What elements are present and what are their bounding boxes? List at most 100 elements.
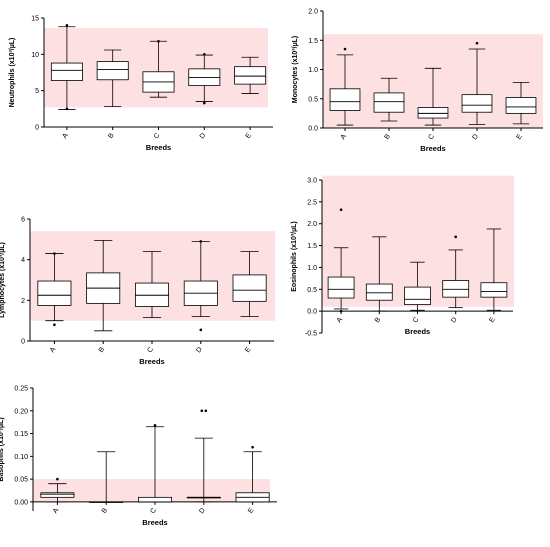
y-axis-title: Monocytes (x10³/µL) [292,36,299,103]
x-category-label: A [52,507,61,515]
box-E [505,81,537,125]
interquartile-box [37,280,72,306]
x-category-label: A [61,132,70,140]
interquartile-box [234,66,267,85]
box-A [327,208,355,313]
y-tick-label: 0.0 [308,126,318,133]
outlier-point [199,328,203,332]
y-tick-label: 0.0 [307,309,317,316]
neutrophils-panel: 0 5 10 15 Neutrophils (x10³/µL) A B C D E Breeds [9,16,273,152]
y-tick-label: 0.5 [307,287,317,294]
box-A [37,252,72,327]
y-tick-label: -0.5 [305,331,317,338]
x-category-label: D [450,316,459,324]
box-E [480,228,508,311]
y-axis-title: Lymphocytes (x10³/µL) [0,242,6,318]
box-D [461,41,493,125]
outlier-point [200,409,204,413]
y-tick-label: 0.5 [308,96,318,103]
interquartile-box [327,276,355,299]
interquartile-box [404,286,431,305]
x-category-label: B [384,133,393,141]
box-C [404,261,431,311]
y-tick-label: 4 [21,257,25,264]
box-B [373,77,405,122]
x-axis-title: Breeds [142,518,167,527]
x-category-label: D [198,507,207,515]
box-E [235,445,270,503]
x-category-label: E [245,132,254,140]
box-D [183,240,218,332]
outlier-point [65,23,69,27]
y-tick-label: 0.10 [14,454,28,461]
x-category-label: E [244,346,253,354]
x-category-label: B [98,346,107,354]
y-tick-label: 2 [21,298,25,305]
x-category-label: A [49,346,58,354]
outlier-point [454,235,458,239]
box-A [50,23,83,111]
box-B [89,451,124,503]
y-tick-label: 0.15 [14,431,28,438]
y-tick-label: 0 [21,339,25,346]
box-C [135,251,169,319]
interquartile-box [505,97,537,114]
x-category-label: C [153,132,162,140]
x-category-label: C [412,316,421,324]
y-tick-label: 1.5 [307,243,317,250]
x-category-label: A [336,316,345,324]
y-tick-label: 0.00 [14,499,28,506]
box-D [186,409,221,503]
x-category-label: B [107,132,116,140]
x-category-label: D [471,133,480,141]
box-D [442,235,470,309]
outlier-point [343,47,347,51]
outlier-point [65,107,69,111]
eosinophils-panel: -0.5 0.0 0.5 1.0 1.5 2.0 2.5 3.0 Eosinophils (x1… [291,175,514,338]
x-axis-title: Breeds [420,144,445,153]
outlier-point [339,309,343,313]
interquartile-box [232,274,267,302]
y-tick-label: 15 [31,16,39,23]
reference-range-band [33,479,270,502]
x-category-label: A [340,133,349,141]
x-axis-title: Breeds [146,143,171,152]
box-B [365,236,393,312]
interquartile-box [365,283,393,301]
y-tick-label: 6 [21,217,25,224]
y-tick-label: 2.5 [307,199,317,206]
interquartile-box [417,107,449,119]
y-tick-label: 0.20 [14,408,28,415]
interquartile-box [373,92,405,113]
outlier-point [53,323,56,327]
outlier-point [56,477,59,481]
interquartile-box [50,62,83,81]
y-tick-label: 3.0 [307,178,317,185]
interquartile-box [480,282,508,298]
interquartile-box [138,496,172,503]
y-axis-title: Eosinophils (x10³/µL) [291,221,298,292]
x-category-label: E [247,507,256,515]
y-tick-label: 0.05 [14,477,28,484]
interquartile-box [40,492,75,498]
y-axis-title: Neutrophils (x10³/µL) [9,38,16,108]
outlier-point [475,41,479,45]
outlier-point [153,424,157,427]
x-category-label: C [146,346,155,354]
outlier-point [251,445,254,449]
y-tick-label: 2.0 [308,9,318,16]
box-A [40,477,75,503]
outlier-point [203,101,206,105]
x-category-label: C [149,507,158,515]
interquartile-box [329,88,361,111]
y-tick-label: 2.0 [307,221,317,228]
y-tick-label: 0.25 [14,386,28,393]
box-E [232,251,267,318]
x-axis-title: Breeds [139,357,164,366]
x-category-label: E [488,316,497,324]
y-tick-label: 5 [35,88,39,95]
monocytes-panel: 0.0 0.5 1.0 1.5 2.0 Monocytes (x10³/µL) A B C D E B… [292,9,543,153]
box-B [86,239,121,332]
outlier-point [157,39,160,43]
